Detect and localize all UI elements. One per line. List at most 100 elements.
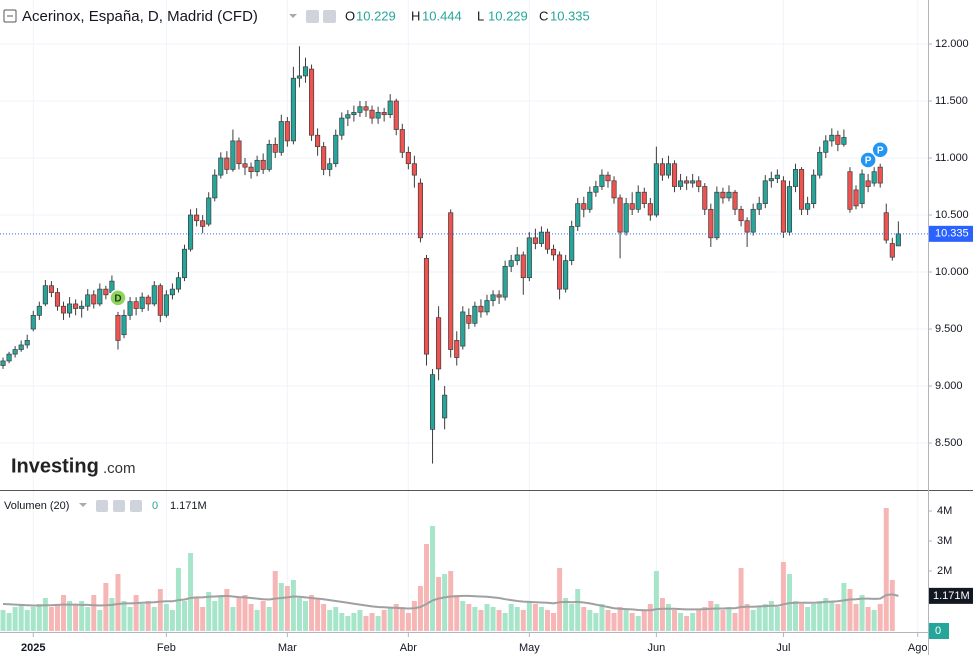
volume-bar [817, 601, 823, 631]
candle-body [0, 360, 6, 366]
volume-bar [393, 604, 399, 631]
volume-bar [351, 613, 357, 631]
candle-body [659, 163, 665, 176]
x-tick-label: Jul [776, 642, 790, 654]
candle-body [708, 208, 714, 239]
candle-body [200, 220, 206, 227]
candle-body [671, 163, 678, 187]
volume-dropdown[interactable] [79, 503, 87, 507]
volume-bar [478, 610, 484, 631]
settings-icon[interactable] [323, 10, 336, 23]
volume-bar [309, 595, 315, 631]
volume-settings-icon[interactable] [113, 500, 125, 512]
volume-bar [97, 610, 103, 631]
volume-bar [266, 607, 272, 631]
volume-bar [877, 604, 883, 631]
volume-bar [405, 613, 411, 631]
x-tick-label: Mar [278, 642, 297, 654]
volume-bar [169, 610, 175, 631]
x-tick-label: 2025 [21, 642, 45, 654]
y-tick-label: 9.000 [935, 380, 963, 392]
volume-bar [696, 610, 702, 631]
volume-bar [357, 610, 363, 631]
volume-bar [490, 607, 496, 631]
volume-bar [411, 601, 417, 631]
event-label: D [114, 294, 121, 305]
volume-bar [466, 604, 472, 631]
x-tick-label: Ago [908, 642, 928, 654]
volume-bar [157, 589, 163, 631]
volume-bar [514, 607, 520, 631]
volume-bar [375, 616, 381, 631]
candle-body [599, 174, 605, 187]
candle-body [91, 294, 97, 305]
candle-body [641, 191, 647, 204]
volume-close-icon[interactable] [130, 500, 142, 512]
candle-body [230, 140, 236, 170]
volume-bar [835, 604, 841, 631]
candle-body [520, 254, 526, 279]
candle-body [508, 260, 514, 267]
volume-bar [841, 583, 847, 631]
volume-bar [538, 607, 544, 631]
volume-bar [774, 607, 780, 631]
volume-bar [194, 598, 200, 631]
volume-bar [91, 595, 97, 631]
candle-body [436, 317, 442, 370]
candle-body [557, 254, 563, 290]
candle-body [121, 314, 127, 336]
candle-body [254, 159, 260, 173]
volume-bar [472, 607, 478, 631]
collapse-icon[interactable] [3, 9, 17, 23]
watermark-brand: Investing [11, 455, 99, 477]
candle-body [575, 203, 581, 227]
candle-body [768, 178, 774, 182]
event-marker [109, 289, 127, 307]
volume-bar [430, 526, 436, 631]
candle-body [393, 100, 399, 130]
last-price-box [929, 225, 973, 242]
candle-body [514, 254, 520, 261]
event-marker [859, 151, 877, 169]
volume-bar [702, 607, 708, 631]
current-volume-label: 0 [935, 625, 941, 637]
candle-body [762, 180, 768, 204]
candle-body [750, 208, 756, 233]
volume-bar [599, 604, 605, 631]
volume-bar [139, 604, 145, 631]
candle-body [357, 106, 363, 113]
candle-body [266, 143, 272, 170]
volume-bar [690, 613, 696, 631]
candle-body [181, 248, 188, 279]
candle-body [339, 117, 345, 136]
chart-title: Acerinox, España, D, Madrid (CFD) [22, 8, 258, 25]
volume-y-tick-label: 3M [937, 535, 952, 547]
candle-body [805, 203, 811, 210]
candle-body [423, 257, 430, 355]
ma-value-box [929, 587, 973, 604]
candle-body [780, 180, 786, 233]
candle-body [169, 288, 175, 296]
candle-body [532, 237, 538, 244]
candle-body [381, 112, 387, 116]
volume-bar [230, 607, 236, 631]
ohlc-value: 10.229 [356, 8, 396, 23]
volume-bar [85, 607, 91, 631]
volume-bar [569, 604, 575, 631]
candle-body [502, 265, 508, 298]
candle-body [163, 294, 169, 316]
volume-bar [442, 574, 448, 631]
volume-bar [236, 598, 242, 631]
volume-bar [454, 595, 460, 631]
x-tick-label: Feb [157, 642, 176, 654]
volume-bar [218, 595, 224, 631]
eye-icon[interactable] [306, 10, 319, 23]
volume-eye-icon[interactable] [96, 500, 108, 512]
volume-bar [73, 604, 79, 631]
title-dropdown[interactable] [289, 14, 297, 18]
volume-bar [768, 601, 774, 631]
volume-y-tick-label: 4M [937, 505, 952, 517]
volume-bar [672, 610, 678, 631]
candle-body [18, 344, 24, 350]
event-marker [871, 140, 889, 159]
